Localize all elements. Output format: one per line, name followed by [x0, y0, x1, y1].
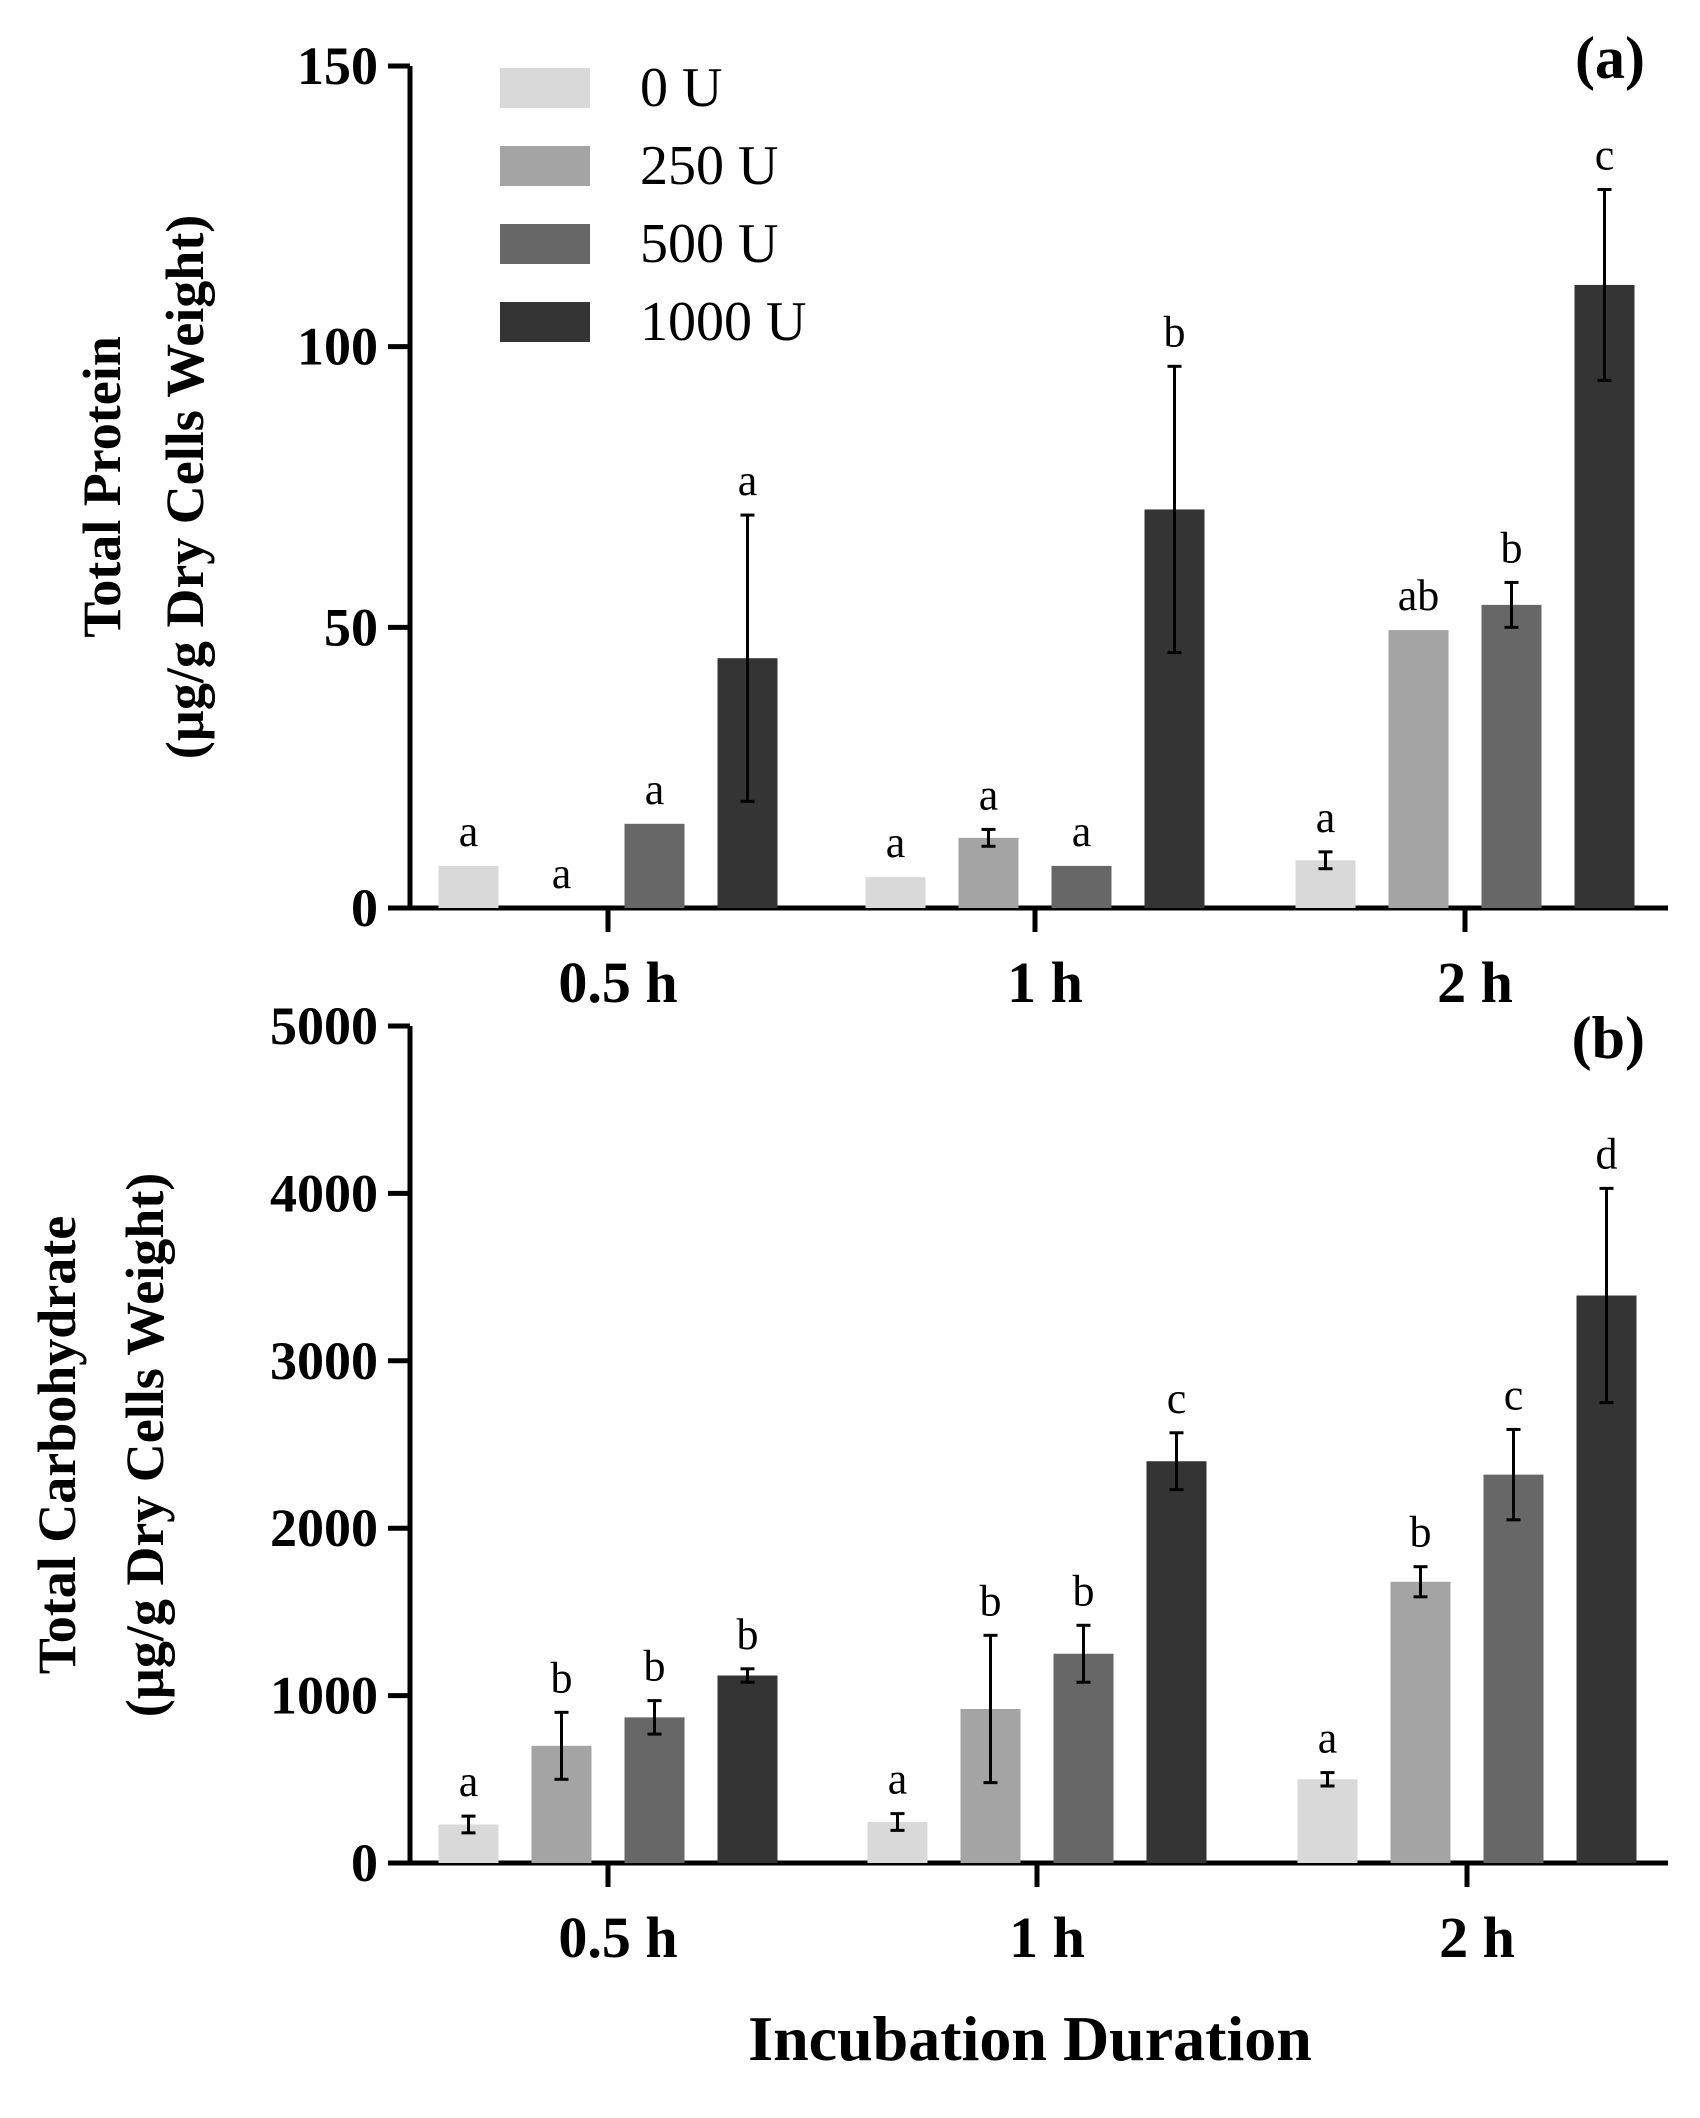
y-axis-title: Total Carbohydrate: [27, 1216, 87, 1675]
significance-label: b: [1501, 523, 1523, 572]
significance-label: c: [1167, 1374, 1187, 1423]
y-axis-title-units: (µg/g Dry Cells Weight): [115, 1173, 175, 1718]
legend-swatch: [500, 224, 590, 264]
x-tick-label: 2 h: [1439, 1905, 1515, 1970]
significance-label: a: [1316, 793, 1336, 842]
bar-0u: [865, 877, 926, 908]
y-tick-label: 0: [351, 878, 378, 938]
significance-label: a: [459, 1757, 479, 1806]
significance-label: b: [1410, 1508, 1432, 1557]
significance-label: a: [738, 456, 758, 505]
y-tick-label: 3000: [270, 1331, 378, 1391]
significance-label: b: [644, 1642, 666, 1691]
significance-label: a: [1072, 807, 1092, 856]
x-tick-label: 2 h: [1437, 950, 1513, 1015]
x-tick-label: 1 h: [1009, 1905, 1085, 1970]
x-tick-label: 0.5 h: [558, 950, 677, 1015]
significance-label: b: [737, 1610, 759, 1659]
bar-500u: [1483, 1474, 1544, 1863]
y-tick-label: 4000: [270, 1163, 378, 1223]
significance-label: c: [1504, 1370, 1524, 1419]
bar-500u: [1051, 865, 1112, 908]
bar-1000u: [1146, 1461, 1207, 1863]
significance-label: a: [645, 765, 665, 814]
bar-0u: [1297, 1779, 1358, 1863]
significance-label: b: [1073, 1566, 1095, 1615]
y-tick-label: 5000: [270, 996, 378, 1056]
x-axis-title: Incubation Duration: [748, 2003, 1312, 2074]
significance-label: ab: [1398, 571, 1440, 620]
y-tick-label: 1000: [270, 1666, 378, 1726]
bar-500u: [1481, 604, 1542, 908]
bar-500u: [1053, 1653, 1114, 1863]
significance-label: a: [459, 807, 479, 856]
x-tick-label: 0.5 h: [558, 1905, 677, 1970]
legend-swatch: [500, 302, 590, 342]
bar-250u: [1388, 630, 1449, 908]
bar-1000u: [717, 1675, 778, 1863]
y-axis-title: Total Protein: [72, 336, 132, 638]
legend-label: 500 U: [640, 213, 778, 275]
panel-label: (a): [1575, 25, 1645, 91]
y-tick-label: 100: [297, 317, 378, 377]
legend-swatch: [500, 146, 590, 186]
panel-label: (b): [1572, 1005, 1645, 1071]
legend-label: 1000 U: [640, 291, 806, 353]
bar-250u: [958, 837, 1019, 908]
y-tick-label: 0: [351, 1833, 378, 1893]
bar-500u: [624, 1717, 685, 1863]
significance-label: b: [551, 1653, 573, 1702]
x-tick-label: 1 h: [1007, 950, 1083, 1015]
significance-label: a: [886, 818, 906, 867]
significance-label: a: [552, 849, 572, 898]
legend-label: 250 U: [640, 135, 778, 197]
significance-label: b: [980, 1576, 1002, 1625]
significance-label: b: [1164, 307, 1186, 356]
significance-label: c: [1595, 130, 1615, 179]
bar-250u: [1390, 1581, 1451, 1863]
significance-label: d: [1596, 1129, 1618, 1178]
y-axis-title-units: (µg/g Dry Cells Weight): [155, 215, 215, 760]
significance-label: a: [888, 1755, 908, 1804]
y-tick-label: 50: [324, 597, 378, 657]
significance-label: a: [1318, 1714, 1338, 1763]
carbohydrate-chart: 0 1000 2000 3000 4000 5000 0.5 h 1 h 2 h a a a b b b b b…: [27, 996, 1668, 1970]
bar-0u: [438, 865, 499, 908]
y-tick-label: 150: [297, 36, 378, 96]
bar-500u: [624, 823, 685, 908]
legend-label: 0 U: [640, 57, 722, 119]
legend-swatch: [500, 68, 590, 108]
significance-label: a: [979, 770, 999, 819]
y-tick-label: 2000: [270, 1498, 378, 1558]
bar-1000u: [1574, 284, 1635, 908]
